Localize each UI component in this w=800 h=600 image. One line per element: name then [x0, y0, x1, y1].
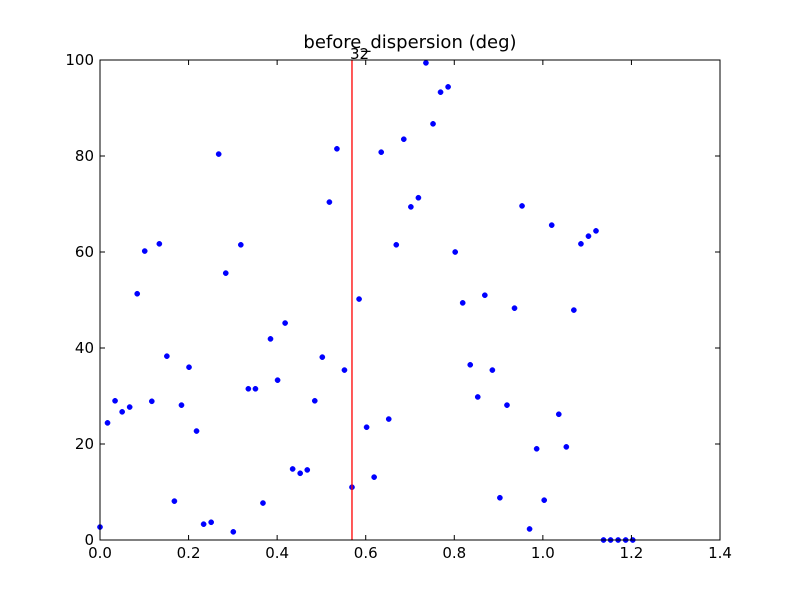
tick-labels: 32 0.0 0.2 0.4 0.6 0.8 1.0 1.2 1.4 0 20 40 60 80 100	[65, 45, 732, 562]
data-point	[104, 420, 111, 426]
data-point	[237, 241, 244, 248]
data-point	[282, 320, 288, 326]
data-point	[400, 136, 407, 143]
data-point	[304, 467, 311, 473]
data-point	[230, 528, 237, 535]
data-point	[393, 241, 400, 248]
data-point	[593, 228, 599, 234]
data-point	[511, 305, 518, 312]
data-point	[474, 394, 481, 400]
x-tick-label: 0.4	[265, 544, 289, 562]
x-tick-label: 0.8	[442, 544, 466, 562]
reference-line-label: 32	[350, 45, 369, 63]
x-tick-label: 1.0	[531, 544, 555, 562]
data-point	[489, 367, 496, 373]
data-point	[563, 444, 570, 450]
x-tick-label: 1.4	[708, 544, 732, 562]
data-point	[437, 89, 444, 96]
y-tick-label: 80	[75, 147, 94, 165]
data-point	[215, 151, 222, 157]
data-point	[112, 397, 118, 404]
data-point	[578, 240, 584, 247]
data-point	[186, 364, 192, 371]
data-point	[289, 466, 296, 472]
y-tick-label: 40	[75, 339, 94, 357]
data-point	[156, 240, 163, 247]
data-point	[541, 497, 548, 504]
data-point	[274, 377, 281, 384]
x-tick-label: 0.2	[177, 544, 201, 562]
data-point	[459, 300, 466, 306]
data-point	[371, 474, 377, 480]
data-point	[497, 494, 503, 501]
plot-frame	[99, 59, 721, 541]
x-tick-label: 0.0	[88, 544, 112, 562]
data-point	[193, 428, 200, 434]
data-point	[326, 199, 333, 205]
data-point	[378, 149, 385, 156]
y-tick-label: 100	[65, 51, 94, 69]
data-point	[178, 402, 185, 408]
data-point	[452, 249, 459, 255]
x-tick-label: 0.6	[354, 544, 378, 562]
data-point	[252, 385, 259, 392]
y-tick-label: 60	[75, 243, 94, 261]
data-point	[363, 424, 370, 431]
data-point	[571, 307, 577, 313]
data-point	[260, 500, 266, 506]
data-point	[555, 411, 562, 418]
data-point	[134, 290, 141, 297]
data-point	[504, 402, 510, 408]
y-tick-label: 20	[75, 435, 94, 453]
data-point	[164, 353, 170, 360]
data-point	[585, 233, 592, 240]
data-point	[171, 498, 178, 504]
data-point	[222, 270, 229, 276]
y-tick-label: 0	[84, 531, 94, 549]
data-point	[445, 84, 451, 90]
data-point	[415, 194, 422, 201]
data-point	[141, 248, 148, 254]
data-point	[148, 398, 155, 405]
data-point	[267, 336, 274, 342]
data-point	[519, 203, 525, 209]
data-point	[119, 408, 125, 415]
plot-area	[97, 60, 636, 543]
data-point	[334, 145, 340, 152]
x-tick-label: 1.2	[619, 544, 643, 562]
data-point	[467, 361, 474, 368]
data-point	[526, 526, 533, 532]
data-point	[319, 354, 326, 360]
data-point	[356, 296, 362, 302]
data-point	[481, 292, 488, 299]
data-point	[408, 204, 414, 210]
data-point	[430, 120, 436, 127]
data-point	[385, 416, 392, 422]
data-point	[548, 222, 555, 228]
data-point	[200, 521, 207, 528]
data-point	[341, 367, 348, 373]
data-point	[423, 60, 429, 66]
chart-title: before_dispersion (deg)	[303, 32, 516, 53]
data-point	[208, 519, 215, 526]
data-point	[533, 445, 540, 452]
data-point	[245, 385, 252, 392]
data-point	[311, 397, 318, 404]
data-point	[126, 404, 133, 410]
axis-ticks	[99, 59, 721, 541]
data-point	[297, 470, 304, 477]
